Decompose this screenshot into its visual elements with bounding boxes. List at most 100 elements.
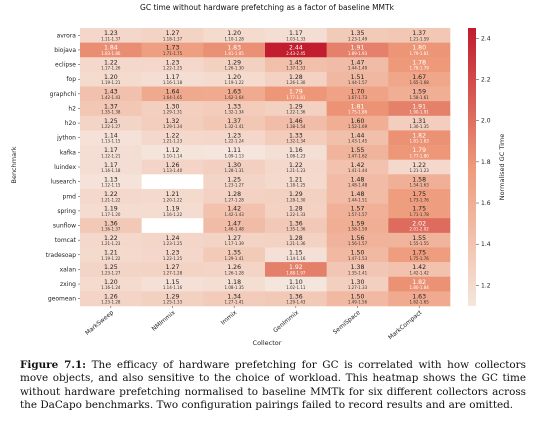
y-axis-title: Benchmark [10,146,18,183]
colorbar-tick-label: 2.2 [481,76,491,83]
cell-interval: 1.52-1.69 [348,124,368,129]
cell-interval: 1.80-1.84 [410,285,430,290]
cell-value: 1.20 [227,30,241,37]
cell-interval: 1.21-1.23 [286,168,306,173]
row-label: graphchi [50,91,77,98]
cell-interval: 1.22-1.27 [101,124,121,129]
heatmap-cell [80,291,142,307]
row-labels: avrora biojava eclipse fop graphchi h2 h2o jyth… [46,32,80,303]
cell-interval: 1.44-1.57 [348,80,368,85]
heatmap-cell [326,86,389,102]
column-label: Immix [220,309,239,327]
heatmap-cell [80,101,142,117]
row-label: geomean [48,296,76,303]
cell-interval: 1.03-1.33 [286,36,306,41]
cell-value: 1.33 [227,103,241,110]
cell-value: 1.35 [227,250,241,257]
cell-value: 1.33 [289,133,303,140]
cell-interval: 1.27-1.41 [225,300,245,305]
cell-value: 1.25 [227,176,241,183]
heatmap-cell [326,57,389,73]
heatmap-cell [326,71,389,87]
cell-interval: 1.41-1.44 [348,168,368,173]
heatmap-cell [80,159,142,175]
cell-interval: 1.27-1.28 [163,270,183,275]
cell-interval: 1.25-1.33 [163,300,183,305]
cell-value: 1.24 [166,235,180,242]
heatmap-cell [141,71,204,87]
cell-interval: 1.81-1.83 [410,139,430,144]
heatmap-cell-missing [141,218,204,233]
cell-interval: 1.26-1.30 [286,80,306,85]
cell-value: 1.63 [227,89,241,96]
cell-value: 1.36 [289,220,303,227]
cell-interval: 1.32-1.34 [286,139,306,144]
cell-value: 1.55 [412,235,426,242]
cell-value: 1.46 [289,118,303,125]
cell-interval: 1.75-1.86 [348,109,368,114]
cell-interval: 1.88-1.97 [286,270,306,275]
heatmap-cell [326,232,389,248]
cell-value: 1.22 [289,162,303,169]
cell-interval: 1.19-1.22 [101,256,121,261]
cell-interval: 1.21-1.59 [410,36,430,41]
cell-value: 1.91 [412,103,426,110]
row-label: tomcat [55,237,77,244]
heatmap-cell [141,247,204,263]
cell-interval: 1.23-1.27 [225,183,245,188]
colorbar-tick-label: 1.8 [481,159,491,166]
cell-interval: 1.35-1.36 [286,227,306,232]
cell-interval: 1.42-1.43 [225,212,245,217]
cell-interval: 1.17-1.20 [101,212,121,217]
cell-interval: 1.21-1.23 [410,168,430,173]
cell-interval: 1.44-1.49 [348,66,368,71]
heatmap-cell [388,232,451,248]
cell-interval: 1.08-1.23 [286,153,306,158]
cell-value: 1.11 [227,147,241,154]
cell-value: 1.19 [166,206,180,213]
heatmap-cell [141,57,204,73]
heatmap-cell [203,130,266,146]
cell-value: 1.27 [227,235,241,242]
cell-interval: 1.77-1.81 [286,95,306,100]
cell-value: 1.17 [166,74,180,81]
cell-interval: 1.09-1.13 [225,153,245,158]
heatmap-cell [141,159,204,175]
cell-value: 1.70 [351,89,365,96]
cell-interval: 1.27-1.33 [348,285,368,290]
cell-value: 1.29 [227,59,241,66]
cell-value: 1.28 [289,74,303,81]
cell-interval: 1.36-1.37 [101,227,121,232]
cell-interval: 1.18-1.25 [286,183,306,188]
cell-value: 1.16 [289,147,303,154]
cell-value: 1.26 [166,162,180,169]
cell-interval: 1.35-1.41 [348,270,368,275]
cell-interval: 1.23-1.28 [101,300,121,305]
cell-interval: 1.49-1.56 [348,300,368,305]
heatmap-cell [141,42,204,58]
cell-interval: 2.43-2.45 [286,51,306,56]
cell-value: 1.22 [104,59,118,66]
cell-value: 1.29 [289,191,303,198]
heatmap-cell [203,42,266,58]
cell-value: 1.37 [104,103,118,110]
heatmap-cell [203,145,266,160]
heatmap-cell [265,174,327,190]
cell-value: 1.17 [104,162,118,169]
cell-interval: 1.58-1.59 [348,227,368,232]
cell-interval: 1.14-1.16 [286,256,306,261]
cell-value: 1.75 [412,250,426,257]
heatmap-cell [388,101,451,117]
cell-interval: 1.55-1.55 [410,241,430,246]
heatmap-cell [388,28,451,43]
heatmap-cell [388,57,451,73]
heatmap-cell [388,218,451,234]
heatmap-cell [265,276,327,292]
cell-value: 1.17 [289,30,303,37]
heatmap-cell [265,130,327,146]
cell-interval: 1.13-1.40 [163,168,183,173]
heatmap-cell [203,232,266,248]
cell-value: 1.80 [412,45,426,52]
cell-interval: 1.62-1.65 [410,300,430,305]
cell-value: 1.35 [351,30,365,37]
